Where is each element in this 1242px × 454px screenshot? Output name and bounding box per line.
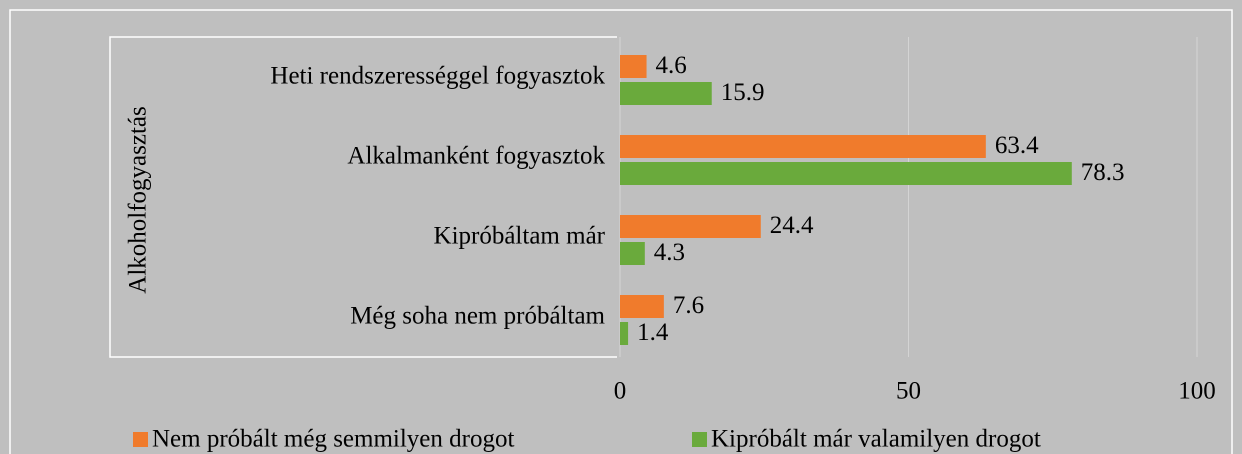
legend-label: Kipróbált már valamilyen drogot bbox=[711, 426, 1041, 453]
y-tick-label: Kipróbáltam már bbox=[434, 223, 606, 250]
data-label: 4.6 bbox=[656, 52, 687, 79]
bar bbox=[620, 162, 1072, 185]
data-label: 63.4 bbox=[995, 132, 1039, 159]
legend-swatch bbox=[692, 432, 707, 447]
bar bbox=[620, 82, 712, 105]
y-tick-label: Alkalmanként fogyasztok bbox=[347, 143, 605, 170]
x-tick-label: 100 bbox=[1178, 378, 1216, 405]
data-label: 15.9 bbox=[721, 79, 765, 106]
x-tick-label: 0 bbox=[614, 378, 627, 405]
bar bbox=[620, 295, 664, 318]
bar bbox=[620, 322, 629, 345]
legend-label: Nem próbált még semmilyen drogot bbox=[152, 426, 514, 453]
data-label: 7.6 bbox=[673, 292, 704, 319]
bar bbox=[620, 242, 645, 265]
y-tick-label: Heti rendszerességgel fogyasztok bbox=[270, 63, 605, 90]
category-box bbox=[109, 36, 617, 358]
bar bbox=[620, 55, 647, 78]
data-label: 78.3 bbox=[1081, 159, 1125, 186]
bar bbox=[620, 135, 986, 158]
data-label: 1.4 bbox=[637, 319, 669, 346]
bar bbox=[620, 215, 761, 238]
legend-swatch bbox=[133, 432, 148, 447]
x-tick-label: 50 bbox=[896, 378, 921, 405]
frame bbox=[9, 9, 1233, 454]
data-label: 4.3 bbox=[654, 239, 685, 266]
y-tick-label: Még soha nem próbáltam bbox=[350, 303, 605, 330]
data-label: 24.4 bbox=[770, 212, 814, 239]
y-axis-title: Alkoholfogyasztás bbox=[125, 106, 152, 293]
